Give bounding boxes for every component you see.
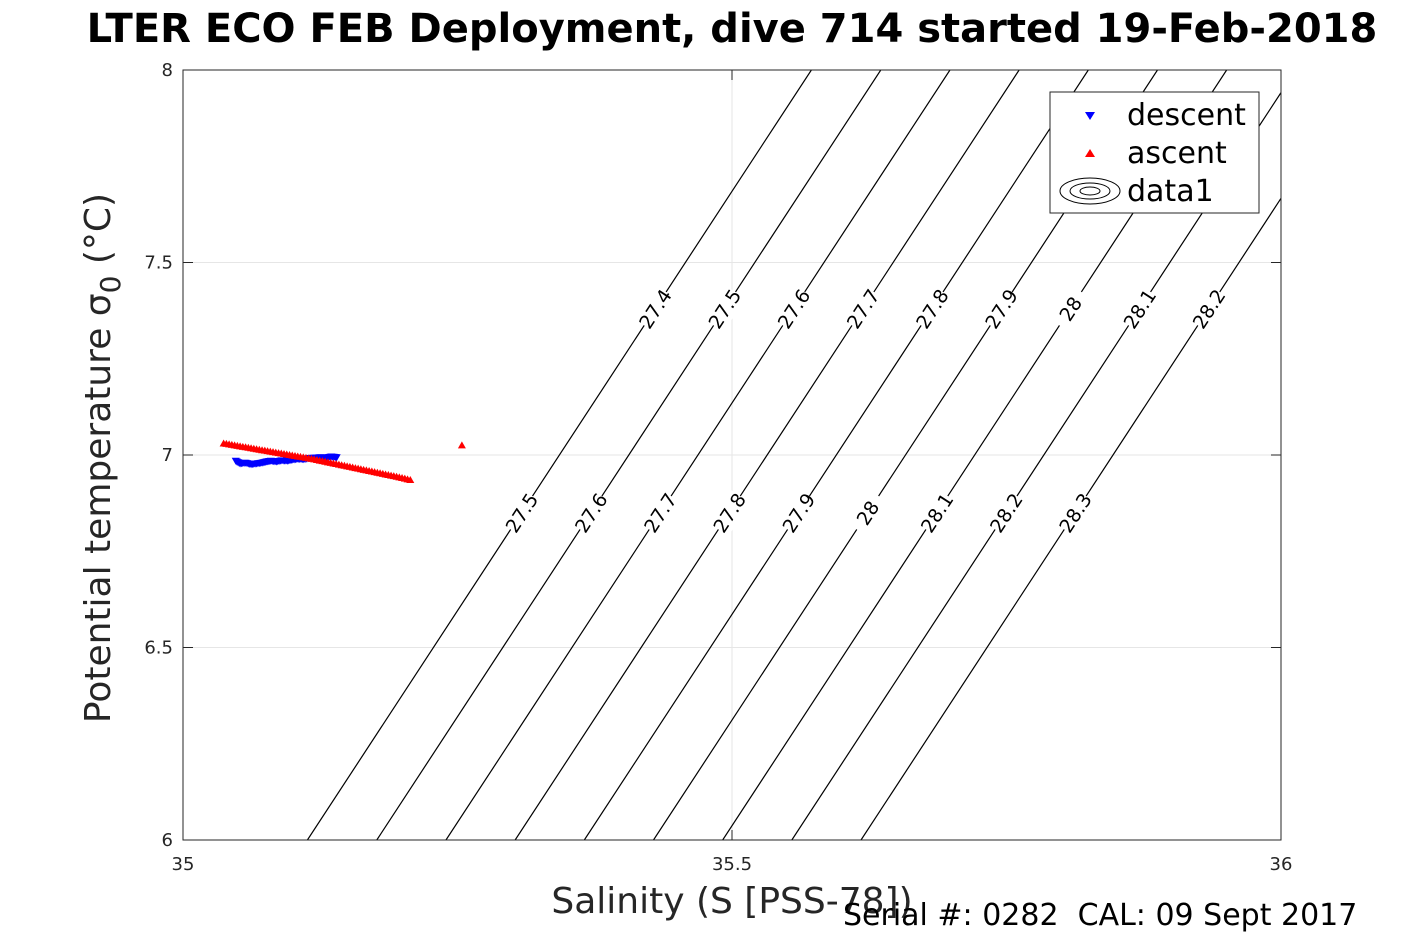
data-series xyxy=(219,439,466,484)
ascent-interp-point-3-3 xyxy=(260,446,269,454)
ascent-interp-point-12-3 xyxy=(359,465,368,473)
legend-descent-marker xyxy=(1085,112,1095,120)
y-axis-label-subscript: 0 xyxy=(94,276,127,294)
contour-line-3 xyxy=(514,70,1020,840)
x-tick-label-0: 35 xyxy=(172,854,195,875)
serial-calibration-note: Serial #: 0282 CAL: 09 Sept 2017 xyxy=(843,898,1358,933)
ascent-interp-point-14-3 xyxy=(381,470,390,478)
y-tick-label-3: 7.5 xyxy=(144,253,173,274)
y-tick-label-4: 8 xyxy=(162,60,173,81)
ascent-interp-point-10-3 xyxy=(337,461,346,469)
x-axis-label: Salinity (S [PSS-78]) xyxy=(551,881,912,922)
ascent-interp-point-13-3 xyxy=(370,468,379,476)
legend-ascent-label: ascent xyxy=(1127,136,1227,171)
legend-data1-label: data1 xyxy=(1127,174,1214,209)
contour-line-4 xyxy=(583,70,1089,840)
legend: descent ascent data1 xyxy=(1049,91,1260,214)
series-ascent xyxy=(219,439,466,484)
ascent-interp-point-4-3 xyxy=(271,448,280,456)
ascent-interp-point-11-3 xyxy=(348,463,357,471)
ascent-interp-point-5-3 xyxy=(282,450,291,458)
legend-ascent-marker xyxy=(1085,149,1095,157)
chart-title: LTER ECO FEB Deployment, dive 714 starte… xyxy=(86,6,1378,52)
contour-line-0 xyxy=(306,70,812,840)
ascent-interp-point-0-3 xyxy=(227,440,236,448)
ascent-interp-point-9-3 xyxy=(326,458,335,466)
ascent-interp-point-8-3 xyxy=(315,456,324,464)
legend-descent-label: descent xyxy=(1127,98,1246,133)
ascent-interp-point-16-3 xyxy=(403,475,412,483)
legend-data1-contour-icon xyxy=(1059,177,1121,205)
ascent-interp-point-6-3 xyxy=(293,452,302,460)
y-tick-label-1: 6.5 xyxy=(144,638,173,659)
y-tick-label-0: 6 xyxy=(162,830,173,851)
descent-interp-point-18-3 xyxy=(331,454,340,462)
y-tick-label-2: 7 xyxy=(162,445,173,466)
ascent-interp-point-2-3 xyxy=(249,444,258,452)
contour-line-1 xyxy=(376,70,882,840)
y-axis-label: Potential temperature σ0 (°C) xyxy=(78,193,127,723)
contour-line-2 xyxy=(445,70,951,840)
y-axis-label-unit: (°C) xyxy=(78,193,119,276)
ascent-point-18 xyxy=(457,441,466,449)
axis-ticks: 35 35.5 36 6 6.5 7 7.5 8 xyxy=(144,60,1292,875)
ascent-interp-point-7-3 xyxy=(304,454,313,462)
ascent-interp-point-1-3 xyxy=(238,442,247,450)
y-axis-label-main: Potential temperature σ xyxy=(78,293,119,723)
x-tick-label-1: 35.5 xyxy=(712,854,752,875)
x-tick-label-2: 36 xyxy=(1270,854,1293,875)
ascent-interp-point-15-3 xyxy=(392,472,401,480)
legend-box xyxy=(1049,91,1260,214)
